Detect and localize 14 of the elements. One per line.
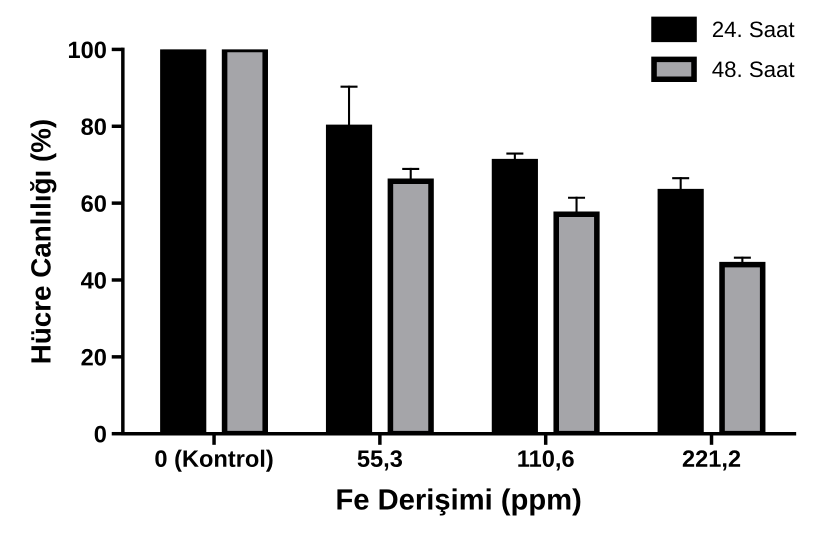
y-axis-title: Hücre Canlılığı (%) — [30, 120, 56, 362]
y-tick-label: 80 — [81, 118, 106, 136]
y-tick-label: 100 — [68, 41, 106, 58]
legend-label: 24. Saat — [712, 21, 794, 38]
y-tick-label: 40 — [80, 272, 106, 289]
x-tick-label: 55,3 — [358, 450, 402, 470]
y-tick-label: 20 — [81, 348, 106, 366]
x-tick-label: 110,6 — [518, 450, 574, 470]
x-axis-title: Fe Derişimi (ppm) — [337, 488, 580, 516]
x-tick-label: 0 (Kontrol) — [155, 450, 273, 472]
y-tick-label: 60 — [81, 195, 106, 212]
legend-label: 48. Saat — [712, 61, 794, 78]
y-tick-label: 0 — [94, 426, 106, 442]
x-tick-label: 221,2 — [682, 450, 740, 470]
